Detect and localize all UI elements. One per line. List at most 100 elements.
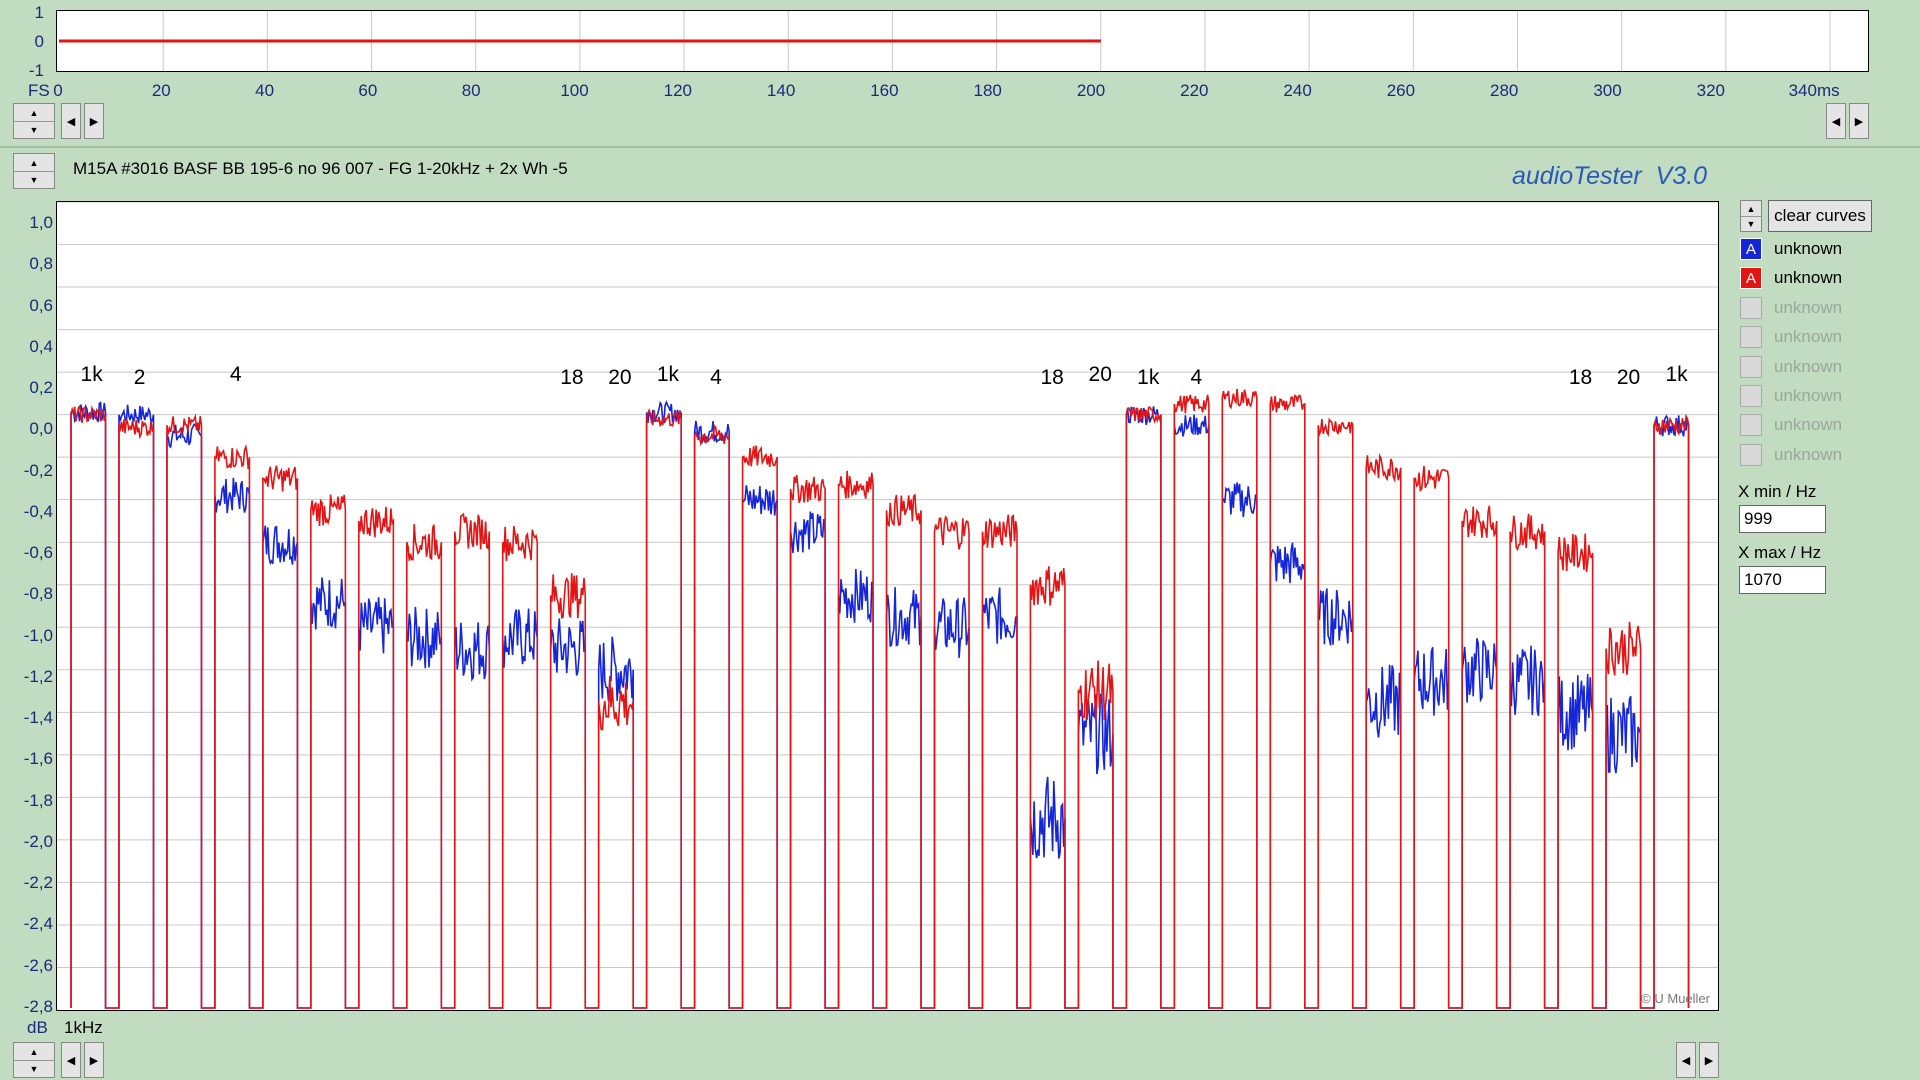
legend-item[interactable]: unknown xyxy=(1740,442,1842,468)
bottom-scroll-left-button-right[interactable]: ◀ xyxy=(1676,1042,1696,1078)
top-scroll-right-button[interactable]: ▶ xyxy=(84,103,104,139)
xmin-input[interactable] xyxy=(1739,505,1826,533)
top-x-tick: 140 xyxy=(766,81,796,100)
segment-frequency-label: 18 xyxy=(1040,366,1064,389)
top-y-tick: 0 xyxy=(34,32,44,51)
main-y-tick: -1,6 xyxy=(23,749,53,769)
x-axis-label: 1kHz xyxy=(64,1018,103,1037)
main-y-tick: 1,0 xyxy=(29,213,53,232)
curve-color-swatch[interactable]: A xyxy=(1740,267,1762,290)
triangle-down-icon[interactable]: ▼ xyxy=(1746,218,1756,229)
main-y-tick: 0,4 xyxy=(29,336,53,356)
main-spin-button[interactable]: ▲ ▼ xyxy=(13,153,55,189)
clear-curves-button[interactable]: clear curves xyxy=(1768,200,1872,232)
triangle-right-icon: ▶ xyxy=(1704,1054,1714,1067)
xmax-input[interactable] xyxy=(1739,566,1826,594)
main-y-tick: 0,8 xyxy=(29,254,53,274)
legend-item[interactable]: unknown xyxy=(1740,412,1842,438)
triangle-down-icon[interactable]: ▼ xyxy=(29,124,39,135)
curve-color-swatch[interactable] xyxy=(1740,385,1762,407)
panel-divider xyxy=(0,146,1920,148)
waveform-plot xyxy=(56,10,1869,72)
top-spin-button[interactable]: ▲ ▼ xyxy=(13,103,55,139)
segment-frequency-label: 4 xyxy=(229,363,242,386)
frequency-response-plot: © U Mueller xyxy=(56,201,1719,1011)
triangle-right-icon: ▶ xyxy=(89,115,99,128)
top-x-tick: 300 xyxy=(1593,81,1622,100)
app-name: audioTester V3.0 xyxy=(1512,162,1708,190)
segment-frequency-label: 18 xyxy=(560,366,584,389)
triangle-left-icon: ◀ xyxy=(1681,1054,1691,1067)
segment-frequency-label: 2 xyxy=(133,366,146,389)
triangle-up-icon[interactable]: ▲ xyxy=(14,1043,54,1061)
main-y-tick: -0,6 xyxy=(23,543,53,562)
triangle-down-icon[interactable]: ▼ xyxy=(29,1063,39,1074)
legend-item[interactable]: unknown xyxy=(1740,354,1842,380)
segment-frequency-label: 4 xyxy=(1190,366,1203,389)
curve-color-swatch[interactable] xyxy=(1740,355,1762,378)
main-y-tick: 0,0 xyxy=(29,419,53,439)
segment-frequency-label: 1k xyxy=(1665,363,1688,386)
triangle-right-icon: ▶ xyxy=(1854,115,1864,128)
legend-item[interactable]: unknown xyxy=(1740,383,1842,409)
curve-label: unknown xyxy=(1774,444,1843,464)
top-scroll-left-button[interactable]: ◀ xyxy=(61,103,81,139)
segment-frequency-label: 1k xyxy=(656,363,680,386)
channel-a-curve xyxy=(70,400,1690,1009)
main-y-tick: -1,0 xyxy=(23,625,53,645)
top-x-tick: 40 xyxy=(255,81,275,100)
curve-color-swatch[interactable] xyxy=(1740,443,1762,466)
curve-label: unknown xyxy=(1774,297,1843,317)
main-y-tick: -1,8 xyxy=(23,790,53,810)
top-x-tick: 340ms xyxy=(1788,81,1840,100)
segment-frequency-label: 20 xyxy=(608,366,632,389)
triangle-down-icon[interactable]: ▼ xyxy=(29,174,39,185)
main-y-tick: -0,8 xyxy=(23,584,53,604)
curve-spin-button[interactable]: ▲ ▼ xyxy=(1740,200,1762,232)
legend-item[interactable]: unknown xyxy=(1740,324,1842,350)
top-x-tick: 120 xyxy=(663,81,692,100)
bottom-spin-button[interactable]: ▲ ▼ xyxy=(13,1042,55,1078)
top-y-tick: -1 xyxy=(28,61,44,80)
main-y-tick: -1,4 xyxy=(23,708,53,727)
waveform-svg xyxy=(59,11,1831,71)
curve-color-swatch[interactable] xyxy=(1740,414,1762,437)
top-scroll-left-button-right[interactable]: ◀ xyxy=(1826,103,1846,139)
top-x-tick: 160 xyxy=(870,81,899,100)
segment-frequency-label: 20 xyxy=(1088,363,1112,386)
main-y-tick: -2,4 xyxy=(23,914,53,934)
curve-label: unknown xyxy=(1774,239,1843,258)
segment-frequency-label: 1k xyxy=(80,363,103,386)
triangle-up-icon[interactable]: ▲ xyxy=(14,104,54,122)
bottom-scroll-left-button[interactable]: ◀ xyxy=(61,1042,81,1078)
bottom-scroll-right-button-right[interactable]: ▶ xyxy=(1699,1042,1719,1078)
top-x-tick: 100 xyxy=(560,81,589,100)
curve-color-swatch[interactable] xyxy=(1740,296,1762,319)
segment-frequency-label: 1k xyxy=(1137,366,1160,389)
main-y-tick: -2,0 xyxy=(23,831,53,851)
main-y-tick: 0,2 xyxy=(29,378,53,397)
triangle-up-icon[interactable]: ▲ xyxy=(1741,201,1761,217)
top-x-tick: 200 xyxy=(1076,81,1106,100)
segment-frequency-label: 4 xyxy=(710,366,722,389)
legend-item[interactable]: unknown xyxy=(1740,295,1842,321)
top-x-tick: 0 xyxy=(53,81,63,100)
triangle-up-icon[interactable]: ▲ xyxy=(14,154,54,172)
main-y-tick: -0,2 xyxy=(23,460,53,480)
top-scroll-right-button-right[interactable]: ▶ xyxy=(1849,103,1869,139)
triangle-left-icon: ◀ xyxy=(66,115,76,128)
main-y-tick: -2,2 xyxy=(23,873,53,892)
curve-color-swatch[interactable]: A xyxy=(1740,238,1762,260)
channel-b-curve xyxy=(70,388,1690,1009)
curve-label: unknown xyxy=(1774,415,1843,435)
top-x-tick: 280 xyxy=(1490,81,1519,100)
top-x-tick: 260 xyxy=(1386,81,1416,100)
curve-color-swatch[interactable] xyxy=(1740,326,1762,349)
top-x-tick: 240 xyxy=(1283,81,1312,100)
top-x-tick: 20 xyxy=(151,81,171,100)
triangle-left-icon: ◀ xyxy=(1831,115,1841,128)
bottom-scroll-right-button[interactable]: ▶ xyxy=(84,1042,104,1078)
curve-label: unknown xyxy=(1774,386,1843,405)
